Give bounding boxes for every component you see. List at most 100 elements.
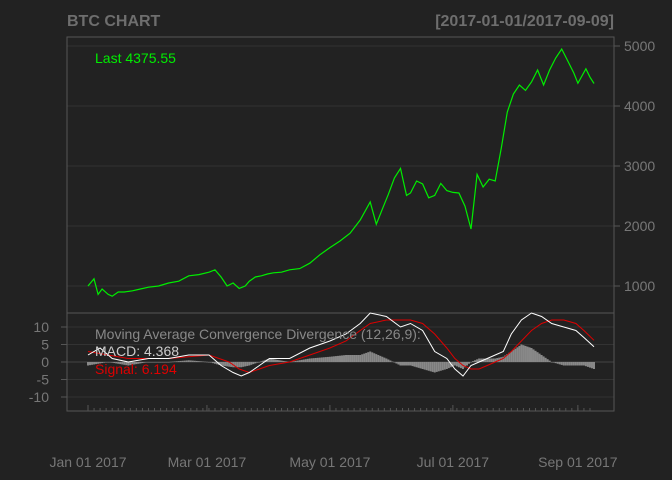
- histogram-bar: [463, 362, 466, 368]
- histogram-bar: [465, 362, 469, 366]
- histogram-bar: [441, 362, 444, 371]
- histogram-bar: [97, 362, 100, 364]
- histogram-bar: [413, 362, 416, 367]
- x-tick-label: Jul 01 2017: [417, 454, 490, 470]
- price-line: [87, 47, 595, 297]
- histogram-bar: [211, 362, 214, 364]
- histogram-bar: [300, 359, 303, 362]
- histogram-bar: [383, 357, 386, 362]
- histogram-bar: [205, 361, 208, 363]
- macd-tick-label: 0: [41, 354, 49, 370]
- macd-value-label: MACD: 4.368: [95, 343, 179, 359]
- histogram-bar: [260, 361, 263, 362]
- histogram-bar: [324, 357, 327, 362]
- histogram-bar: [566, 362, 569, 366]
- histogram-bar: [496, 358, 499, 362]
- histogram-bar: [389, 360, 392, 362]
- histogram-bar: [556, 362, 559, 364]
- histogram-bar: [226, 362, 229, 367]
- histogram-bar: [292, 361, 295, 362]
- histogram-bar: [133, 362, 136, 365]
- histogram-bar: [536, 352, 539, 362]
- histogram-bar: [316, 357, 319, 362]
- histogram-bar: [183, 360, 186, 362]
- histogram-bar: [167, 362, 170, 363]
- histogram-bar: [290, 361, 293, 363]
- histogram-bar: [153, 362, 156, 363]
- histogram-bar: [548, 360, 551, 362]
- histogram-bar: [468, 362, 471, 364]
- histogram-bar: [353, 355, 356, 362]
- histogram-bar: [504, 355, 507, 362]
- histogram-bar: [238, 362, 241, 368]
- x-tick-label: Mar 01 2017: [168, 454, 247, 470]
- histogram-bar: [222, 362, 225, 366]
- histogram-bar: [445, 362, 448, 369]
- histogram-bar: [197, 361, 200, 362]
- histogram-bar: [395, 362, 398, 364]
- histogram-bar: [244, 362, 247, 367]
- histogram-bar: [417, 362, 420, 368]
- histogram-bar: [175, 361, 178, 362]
- histogram-bar: [343, 355, 346, 362]
- histogram-bar: [427, 362, 430, 371]
- histogram-bar: [296, 360, 299, 362]
- histogram-bar: [558, 362, 561, 365]
- histogram-bar: [185, 360, 188, 362]
- histogram-bar: [437, 362, 440, 372]
- histogram-bar: [486, 358, 489, 362]
- histogram-bar: [425, 362, 428, 371]
- histogram-bar: [246, 362, 249, 366]
- histogram-bar: [151, 362, 154, 363]
- macd-histogram: [86, 344, 596, 373]
- histogram-bar: [117, 362, 120, 364]
- histogram-bar: [520, 344, 523, 362]
- histogram-bar: [177, 361, 180, 362]
- histogram-bar: [125, 362, 128, 366]
- histogram-bar: [516, 347, 519, 362]
- histogram-bar: [242, 362, 245, 367]
- histogram-bar: [530, 348, 533, 362]
- histogram-bar: [228, 362, 231, 367]
- histogram-bar: [407, 362, 410, 366]
- histogram-bar: [494, 358, 497, 362]
- histogram-bar: [105, 362, 108, 363]
- histogram-bar: [387, 359, 390, 362]
- histogram-bar: [248, 362, 251, 366]
- histogram-bar: [139, 362, 142, 364]
- histogram-bar: [363, 353, 366, 362]
- histogram-bar: [484, 358, 487, 362]
- histogram-bar: [161, 362, 164, 363]
- histogram-bar: [419, 362, 422, 369]
- histogram-bar: [93, 362, 96, 365]
- histogram-bar: [236, 362, 239, 368]
- histogram-bar: [181, 360, 184, 362]
- histogram-bar: [574, 362, 577, 366]
- histogram-bar: [298, 360, 301, 362]
- histogram-bar: [367, 352, 370, 362]
- histogram-bar: [576, 362, 579, 366]
- histogram-bar: [272, 359, 275, 362]
- histogram-bar: [220, 362, 223, 366]
- histogram-bar: [453, 362, 456, 366]
- histogram-bar: [256, 362, 259, 363]
- histogram-bar: [443, 362, 446, 370]
- histogram-bar: [169, 361, 172, 363]
- chart-frame: [66, 36, 615, 412]
- histogram-bar: [121, 362, 124, 365]
- histogram-bar: [304, 359, 307, 362]
- histogram-bar: [347, 355, 350, 362]
- histogram-bar: [143, 362, 146, 363]
- histogram-bar: [149, 362, 152, 363]
- histogram-bar: [318, 357, 321, 362]
- histogram-bar: [550, 362, 553, 363]
- histogram-bar: [165, 362, 168, 363]
- chart-title: BTC CHART: [67, 13, 161, 30]
- histogram-bar: [159, 362, 162, 363]
- histogram-bar: [179, 360, 182, 362]
- histogram-bar: [341, 355, 344, 362]
- histogram-bar: [588, 362, 591, 368]
- histogram-bar: [209, 362, 212, 363]
